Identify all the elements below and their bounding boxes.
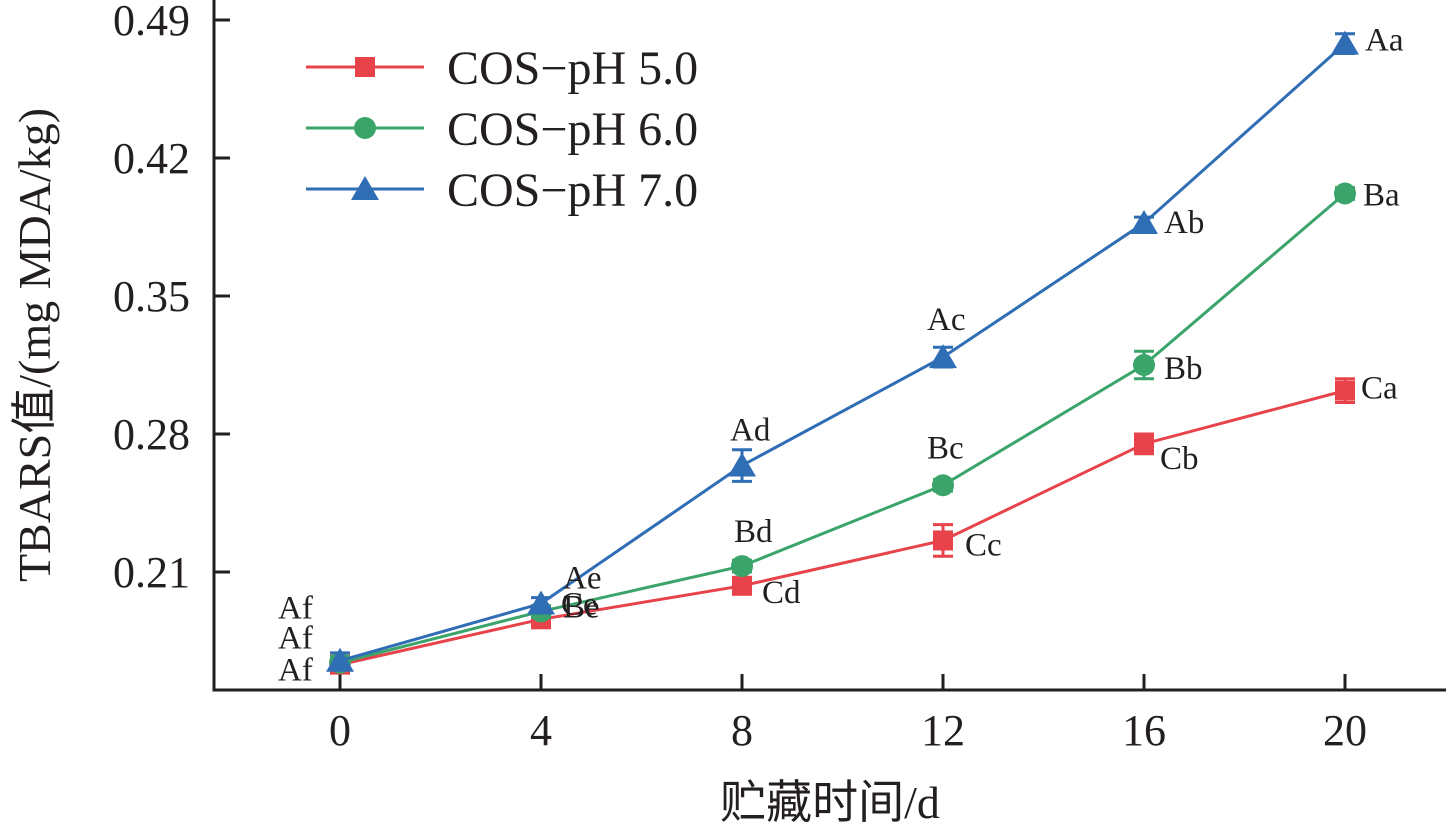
point-label: Ac xyxy=(927,302,965,338)
axes xyxy=(212,0,1446,692)
point-labels: Af Ce Cd Cc Cb Ca Af Be Bd Bc Bb Ba Af Ae Ad Ac Ab Aa xyxy=(278,23,1404,689)
x-tick-label: 8 xyxy=(731,706,753,755)
data-point xyxy=(527,590,555,615)
legend: COS−pH 5.0 COS−pH 6.0 COS−pH 7.0 xyxy=(306,42,698,217)
point-label: Be xyxy=(563,589,600,625)
point-label: Ce xyxy=(561,586,598,622)
legend-label: COS−pH 7.0 xyxy=(447,164,698,217)
point-label: Bd xyxy=(734,514,773,550)
point-label: Cb xyxy=(1160,441,1199,477)
legend-label: COS−pH 6.0 xyxy=(447,103,698,156)
data-point xyxy=(933,530,953,551)
x-axis-title: 贮藏时间/d xyxy=(720,777,940,828)
data-point xyxy=(1133,354,1155,376)
x-tick-label: 12 xyxy=(921,706,965,755)
data-point xyxy=(728,452,756,477)
y-ticks: 0.21 0.28 0.35 0.42 0.49 xyxy=(113,0,230,597)
data-point xyxy=(1335,380,1355,401)
point-label: Af xyxy=(278,653,313,689)
legend-marker xyxy=(351,176,379,200)
point-label: Af xyxy=(278,591,313,627)
y-tick-label: 0.49 xyxy=(113,0,190,45)
x-tick-label: 16 xyxy=(1122,706,1166,755)
data-point xyxy=(1130,210,1158,235)
x-ticks: 0 4 8 12 16 20 xyxy=(329,674,1367,755)
series-line xyxy=(339,192,1346,665)
point-label: Bb xyxy=(1164,351,1203,387)
data-point xyxy=(326,647,354,672)
point-label: Ab xyxy=(1164,205,1204,241)
legend-item: COS−pH 6.0 xyxy=(306,103,698,156)
data-point xyxy=(1331,30,1359,55)
legend-label: COS−pH 5.0 xyxy=(447,42,698,95)
legend-marker xyxy=(354,117,376,139)
point-label: Ba xyxy=(1363,177,1400,213)
series-line xyxy=(339,42,1346,663)
point-label: Ae xyxy=(563,561,601,597)
legend-item: COS−pH 7.0 xyxy=(306,164,698,217)
data-point xyxy=(1334,182,1356,205)
x-tick-label: 20 xyxy=(1323,706,1367,755)
point-label: Af xyxy=(278,621,313,657)
y-tick-label: 0.42 xyxy=(113,134,190,183)
series-triangle xyxy=(326,30,1359,672)
legend-marker xyxy=(355,57,375,77)
point-label: Bc xyxy=(927,430,964,466)
data-point xyxy=(731,555,753,578)
y-tick-label: 0.28 xyxy=(113,410,190,459)
data-point xyxy=(929,344,957,369)
series-line xyxy=(339,389,1346,667)
x-tick-label: 0 xyxy=(329,706,351,755)
data-point xyxy=(1134,433,1154,454)
y-tick-label: 0.35 xyxy=(113,272,190,321)
y-tick-label: 0.21 xyxy=(113,548,190,597)
point-label: Cc xyxy=(965,527,1002,563)
data-point xyxy=(932,474,954,497)
data-point xyxy=(732,575,752,596)
legend-item: COS−pH 5.0 xyxy=(306,42,698,95)
point-label: Ad xyxy=(730,413,771,449)
point-label: Cd xyxy=(762,575,801,611)
x-tick-label: 4 xyxy=(530,706,552,755)
y-axis-title: TBARS值/(mg MDA/kg) xyxy=(9,108,60,582)
series-layer xyxy=(326,30,1359,675)
point-label: Aa xyxy=(1365,23,1404,59)
point-label: Ca xyxy=(1361,371,1398,407)
